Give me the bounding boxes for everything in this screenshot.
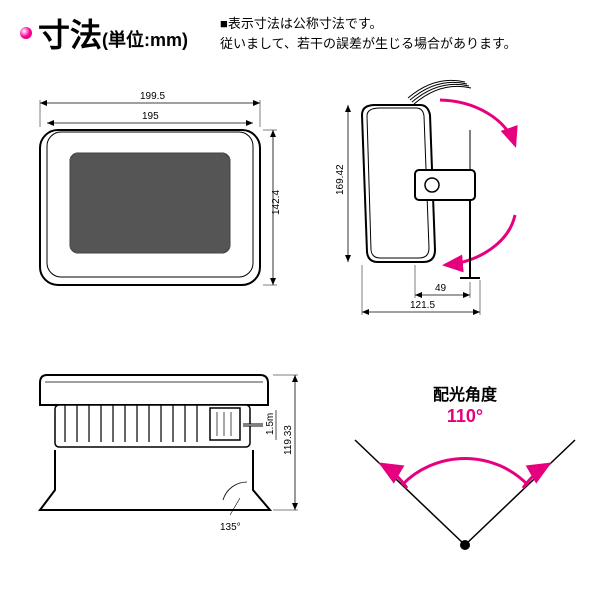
title: 寸法: [38, 10, 102, 56]
bullet-icon: [20, 27, 32, 39]
side-view: 169.42 49 121.5: [320, 70, 590, 320]
unit-label: (単位:mm): [102, 26, 188, 52]
beam-value: 110°: [447, 406, 483, 426]
header: 寸法 (単位:mm): [20, 10, 188, 56]
dim-inner-w: 195: [142, 111, 159, 122]
front-view: 199.5 195 142.4: [25, 75, 285, 305]
dim-total-w: 121.5: [410, 300, 435, 311]
dim-side-h: 169.42: [335, 164, 346, 195]
dim-total-h: 119.33: [283, 425, 294, 455]
beam-label: 配光角度: [433, 385, 498, 404]
dim-outer-w: 199.5: [140, 91, 165, 102]
dim-angle: 135°: [220, 522, 241, 533]
beam-angle: 配光角度 110°: [340, 370, 590, 570]
note-line2: 従いまして、若干の誤差が生じる場合があります。: [220, 34, 517, 54]
bottom-view: 135° 1.5m 119.33: [25, 350, 315, 560]
note-line1: ■表示寸法は公称寸法です。: [220, 14, 517, 34]
dim-height: 142.4: [271, 190, 282, 215]
dim-cord: 1.5m: [265, 413, 276, 435]
dim-bracket-w: 49: [435, 283, 447, 294]
note: ■表示寸法は公称寸法です。 従いまして、若干の誤差が生じる場合があります。: [220, 14, 517, 53]
